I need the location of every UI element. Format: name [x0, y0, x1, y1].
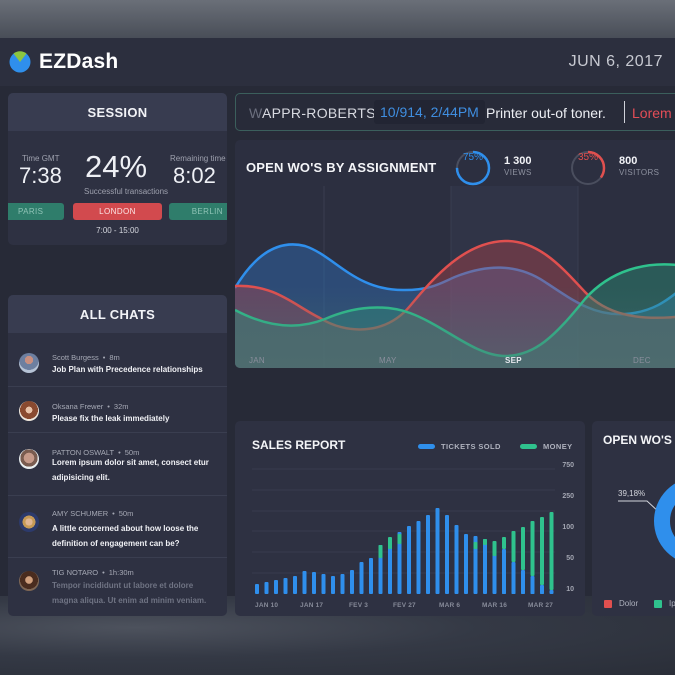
legend-swatch-blue [418, 444, 435, 449]
legend-ipsum[interactable]: Ipsum [654, 599, 675, 608]
chat-message: A little concerned about how loose the d… [52, 524, 199, 548]
legend-swatch-green [520, 444, 537, 449]
legend-dolor[interactable]: Dolor [604, 599, 638, 608]
chat-time: 50m [124, 448, 140, 457]
open-wo-assignment-card: OPEN WO'S BY ASSIGNMENT 75% 1 300 VIEWS … [235, 140, 675, 368]
alert-timestamp: 10/914, 2/44PM [374, 100, 485, 124]
legend-tickets-sold[interactable]: TICKETS SOLD [418, 442, 501, 451]
chats-title: ALL CHATS [8, 295, 227, 333]
month-label-sep[interactable]: SEP [505, 356, 522, 365]
success-label: Successful transactions [84, 187, 169, 196]
chat-time: 50m [118, 509, 134, 518]
y-tick-10: 10 [566, 586, 574, 593]
chats-card: ALL CHATS Scott Burgess • 8m Job Plan with… [8, 295, 227, 616]
logo-icon [9, 51, 31, 73]
avatar-amy [19, 512, 39, 532]
city-button-london[interactable]: LONDON [73, 203, 162, 220]
month-label-dec: DEC [633, 356, 651, 365]
remaining-time-label: Remaining time [170, 154, 226, 163]
alert-next-message: Lorem [632, 105, 672, 121]
success-percentage: 24% [85, 149, 148, 184]
legend-swatch-red [604, 599, 612, 608]
chat-author: PATTON OSWALT [52, 448, 115, 457]
x-tick: JAN 10 [255, 602, 279, 609]
current-date: JUN 6, 2017 [568, 53, 663, 70]
views-progress-ring [455, 150, 491, 186]
chat-author: AMY SCHUMER [52, 509, 109, 518]
y-tick-100: 100 [562, 524, 574, 531]
backdrop-top [0, 0, 675, 40]
visitors-count: 800 [619, 155, 638, 167]
chat-item[interactable]: Scott Burgess • 8m Job Plan with Precedenc… [8, 333, 227, 386]
dashboard-window: EZDash JUN 6, 2017 SESSION Time GMT 7:38… [0, 38, 675, 616]
chat-author: TIG NOTARO [52, 568, 99, 577]
sales-report-title: SALES REPORT [252, 438, 346, 452]
open-wo-donut-card: OPEN WO'S 39,18% Dolor Ipsum [592, 421, 675, 616]
views-label: VIEWS [504, 168, 532, 177]
x-tick: JAN 17 [300, 602, 324, 609]
alert-ticker[interactable]: WAPPR-ROBERTS 10/914, 2/44PM Printer out… [235, 93, 675, 131]
alert-separator [624, 101, 625, 123]
legend-money[interactable]: MONEY [520, 442, 573, 451]
legend-swatch-green [654, 599, 662, 608]
top-bar: EZDash JUN 6, 2017 [0, 38, 675, 86]
avatar-scott [19, 353, 39, 373]
chat-time: 1h:30m [108, 568, 134, 577]
time-gmt-label: Time GMT [22, 154, 60, 163]
x-tick: MAR 6 [439, 602, 461, 609]
chat-message: Job Plan with Precedence relationships [52, 365, 203, 374]
chat-item[interactable]: Oksana Frewer • 32m Please fix the leak im… [8, 386, 227, 432]
visitors-progress-ring [570, 150, 606, 186]
visitors-percentage: 35% [577, 152, 598, 163]
x-tick: FEV 3 [349, 602, 369, 609]
x-tick: MAR 16 [482, 602, 508, 609]
open-wo-title: OPEN WO'S BY ASSIGNMENT [246, 160, 437, 175]
chat-author: Scott Burgess [52, 353, 99, 362]
chat-message: Lorem ipsum dolor sit amet, consect etur… [52, 458, 209, 482]
session-hours: 7:00 - 15:00 [96, 226, 139, 235]
chat-message: Please fix the leak immediately [52, 414, 170, 423]
avatar-oksana [19, 401, 39, 421]
chat-time: 8m [109, 353, 120, 362]
alert-message: Printer out-of toner. [486, 105, 606, 121]
open-wo-area-chart [235, 186, 675, 368]
y-tick-250: 250 [562, 493, 574, 500]
chat-time: 32m [113, 402, 129, 411]
y-tick-50: 50 [566, 555, 574, 562]
views-count: 1 300 [504, 155, 532, 167]
visitors-label: VISITORS [619, 168, 660, 177]
donut-chart [618, 483, 675, 559]
sales-bar-chart [252, 468, 555, 594]
remaining-time-value: 8:02 [173, 163, 216, 188]
views-percentage: 75% [462, 152, 483, 163]
chat-item[interactable]: TIG NOTARO • 1h:30m Tempor incididunt ut l… [8, 557, 227, 616]
chat-author: Oksana Frewer [52, 402, 104, 411]
brand-name[interactable]: EZDash [39, 50, 119, 73]
donut-title: OPEN WO'S [603, 433, 672, 447]
donut-callout-value: 39,18% [618, 489, 646, 498]
y-tick-750: 750 [562, 462, 574, 469]
session-card: SESSION Time GMT 7:38 24% Successful tra… [8, 93, 227, 245]
time-gmt-value: 7:38 [19, 163, 62, 188]
x-tick: MAR 27 [528, 602, 554, 609]
month-label-jan: JAN [249, 356, 266, 365]
chat-message: Tempor incididunt ut labore et dolore ma… [52, 581, 207, 605]
x-tick: FEV 27 [393, 602, 416, 609]
city-button-berlin[interactable]: BERLIN [169, 203, 227, 220]
city-button-paris[interactable]: PARIS [8, 203, 64, 220]
chat-item[interactable]: PATTON OSWALT • 50m Lorem ipsum dolor sit … [8, 432, 227, 495]
alert-source: WAPPR-ROBERTS [249, 105, 376, 121]
chat-item[interactable]: AMY SCHUMER • 50m A little concerned about… [8, 495, 227, 557]
sales-report-card: SALES REPORT TICKETS SOLD MONEY [235, 421, 585, 616]
session-title: SESSION [8, 93, 227, 131]
avatar-patton [19, 449, 39, 469]
avatar-tig [19, 571, 39, 591]
month-label-may: MAY [379, 356, 397, 365]
